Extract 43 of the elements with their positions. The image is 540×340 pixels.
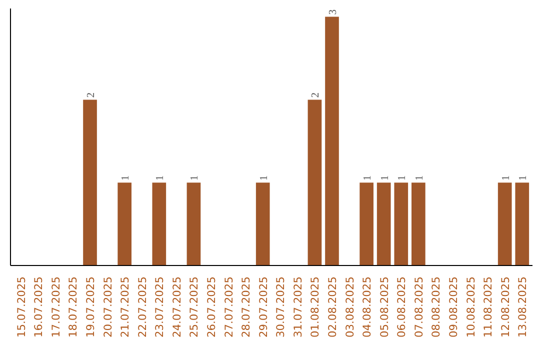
x-tick-label: 17.07.2025 (49, 276, 62, 338)
x-tick-label: 31.07.2025 (291, 276, 304, 338)
x-tick-label: 04.08.2025 (360, 276, 374, 338)
x-tick-label: 07.08.2025 (412, 276, 426, 338)
data-label: 1 (500, 175, 512, 181)
data-label: 1 (190, 175, 201, 181)
x-tick-label: 09.08.2025 (446, 276, 460, 338)
x-tick-label: 22.07.2025 (136, 276, 149, 338)
x-tick-label: 30.07.2025 (274, 276, 288, 338)
data-label: 2 (310, 92, 322, 98)
x-tick-label: 27.07.2025 (222, 276, 236, 338)
data-label: 1 (414, 175, 426, 181)
data-label: 1 (518, 175, 530, 181)
x-tick-label: 29.07.2025 (256, 276, 270, 338)
x-tick-label: 03.08.2025 (343, 276, 356, 338)
data-label: 1 (397, 175, 408, 181)
data-label: 2 (86, 92, 98, 98)
x-tick-label: 02.08.2025 (326, 276, 339, 338)
x-tick-label: 26.07.2025 (205, 276, 218, 338)
x-tick-label: 12.08.2025 (498, 276, 512, 338)
data-label: 1 (362, 175, 374, 181)
x-tick-label: 23.07.2025 (153, 276, 166, 338)
x-tick-label: 06.08.2025 (395, 276, 408, 338)
x-tick-label: 01.08.2025 (308, 276, 322, 338)
x-tick-label: 05.08.2025 (378, 276, 391, 338)
x-tick-label: 24.07.2025 (170, 276, 184, 338)
x-tick-label: 11.08.2025 (482, 276, 495, 338)
x-tick-label: 18.07.2025 (66, 276, 80, 338)
x-tick-label: 13.08.2025 (516, 276, 530, 338)
data-label: 1 (258, 175, 270, 181)
data-label: 1 (120, 175, 132, 181)
data-label: 3 (328, 9, 339, 15)
x-tick-label: 15.07.2025 (14, 276, 28, 338)
x-tick-label: 28.07.2025 (240, 276, 253, 338)
x-tick-label: 21.07.2025 (118, 276, 132, 338)
x-tick-label: 08.08.2025 (430, 276, 443, 338)
data-label: 1 (380, 175, 391, 181)
x-tick-label: 19.07.2025 (84, 276, 98, 338)
data-label: 1 (155, 175, 166, 181)
x-tick-label: 16.07.2025 (32, 276, 46, 338)
x-tick-label: 20.07.2025 (101, 276, 114, 338)
x-tick-label: 10.08.2025 (464, 276, 478, 338)
x-tick-label: 25.07.2025 (188, 276, 201, 338)
